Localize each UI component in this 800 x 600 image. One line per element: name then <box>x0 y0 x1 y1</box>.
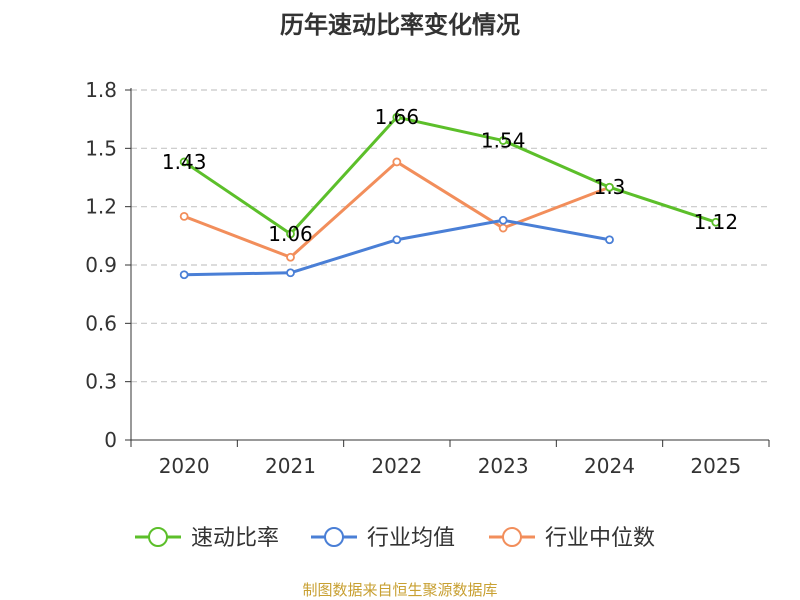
data-label: 1.06 <box>268 222 313 246</box>
y-tick-label: 0 <box>104 428 117 452</box>
data-label: 1.66 <box>375 105 420 129</box>
chart-title: 历年速动比率变化情况 <box>280 11 520 39</box>
data-point <box>498 136 508 145</box>
data-point <box>179 211 189 221</box>
data-point <box>286 229 295 239</box>
legend-swatch-marker <box>148 527 168 547</box>
x-tick-label: 2020 <box>159 454 210 478</box>
x-tick-label: 2022 <box>371 454 422 478</box>
y-axis: 0 0.3 0.6 0.9 1.2 1.5 1.8 <box>85 78 132 452</box>
data-label: 1.3 <box>594 175 626 199</box>
data-point <box>179 157 189 167</box>
y-tick-label: 1.5 <box>85 136 117 160</box>
data-labels: 1.43 1.06 1.66 1.54 1.3 1.12 <box>162 105 738 246</box>
x-axis: 2020 2021 2022 2023 2024 2025 <box>130 439 770 478</box>
y-tick-label: 0.9 <box>85 253 117 277</box>
series-line <box>183 115 717 236</box>
legend-swatch-marker <box>324 527 344 547</box>
legend: 速动比率 行业均值 行业中位数 <box>135 526 655 551</box>
data-point <box>711 217 721 227</box>
y-tick-label: 0.3 <box>85 370 117 394</box>
source-note: 制图数据来自恒生聚源数据库 <box>302 581 497 599</box>
y-tick-label: 1.8 <box>85 78 117 102</box>
x-tick-label: 2023 <box>478 454 529 478</box>
data-point <box>605 235 614 245</box>
x-tick-label: 2025 <box>690 454 741 478</box>
legend-label: 行业中位数 <box>545 526 655 551</box>
series-line <box>184 218 610 277</box>
data-point <box>605 182 614 192</box>
data-point <box>286 252 295 262</box>
data-point <box>392 157 402 167</box>
series-group <box>179 112 721 280</box>
grid <box>131 89 769 383</box>
x-tick-label: 2021 <box>265 454 316 478</box>
data-point <box>286 268 295 278</box>
legend-label: 速动比率 <box>191 526 279 551</box>
data-point <box>179 270 189 280</box>
data-point <box>498 215 508 225</box>
y-tick-label: 0.6 <box>85 311 117 335</box>
data-label: 1.54 <box>481 129 526 153</box>
data-label: 1.12 <box>694 210 739 234</box>
data-point <box>498 223 508 233</box>
x-tick-label: 2024 <box>584 454 635 478</box>
data-label: 1.43 <box>162 150 207 174</box>
data-point <box>392 235 402 245</box>
data-point <box>392 112 402 122</box>
legend-swatch-marker <box>502 527 522 547</box>
legend-label: 行业均值 <box>367 526 455 551</box>
y-tick-label: 1.2 <box>85 195 117 219</box>
